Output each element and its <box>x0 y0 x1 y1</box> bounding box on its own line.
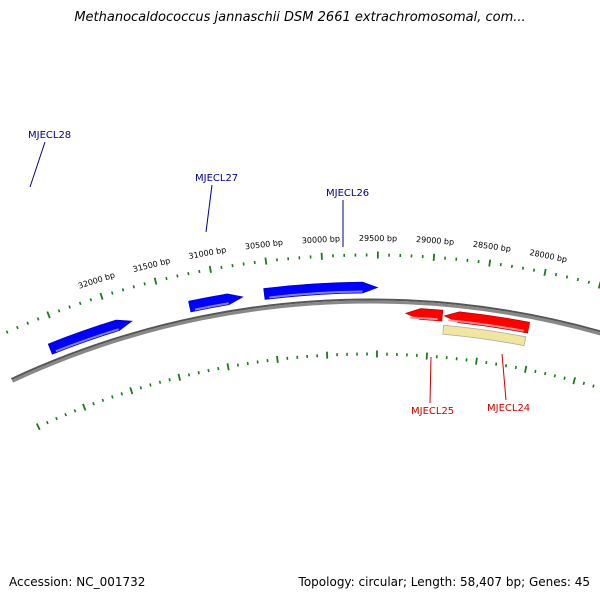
tick-label: 31000 bp <box>188 245 227 261</box>
tick-label: 31500 bp <box>132 256 171 274</box>
major-tick <box>425 352 428 360</box>
gene-highlight <box>194 302 229 311</box>
backbone-ring <box>11 300 600 383</box>
major-tick <box>276 355 279 363</box>
minor-tick <box>553 374 556 378</box>
minor-tick <box>521 266 525 270</box>
minor-tick <box>139 386 143 390</box>
minor-tick <box>36 317 40 321</box>
minor-tick <box>73 409 77 413</box>
minor-tick <box>92 401 95 406</box>
major-tick <box>99 292 104 300</box>
major-tick <box>432 253 436 261</box>
gene-leader-line <box>429 356 432 404</box>
minor-tick <box>16 325 19 330</box>
gene-highlight <box>448 319 524 332</box>
minor-tick <box>111 291 114 295</box>
minor-tick <box>168 378 171 382</box>
genes-layer <box>47 281 531 355</box>
minor-tick <box>563 376 566 380</box>
minor-tick <box>64 412 68 417</box>
tick-label: 32000 bp <box>77 271 116 291</box>
minor-tick <box>532 268 536 272</box>
tick-labels: 32000 bp 31500 bp 31000 bp 30500 bp 30000 bp… <box>77 234 568 291</box>
minor-tick <box>176 274 179 278</box>
gene-highlight <box>55 328 120 353</box>
gene-label-mjecl24[interactable]: MJECL24 <box>487 403 530 414</box>
major-tick <box>129 387 134 395</box>
outer-tick-ring <box>5 251 600 334</box>
minor-tick <box>565 275 569 279</box>
minor-tick <box>5 330 9 334</box>
major-tick <box>177 373 182 381</box>
minor-tick <box>68 305 71 309</box>
minor-tick <box>55 416 58 421</box>
minor-tick <box>592 384 595 388</box>
major-tick <box>524 365 528 374</box>
gene-leader-line <box>205 184 213 233</box>
major-tick <box>153 277 158 285</box>
minor-tick <box>149 383 152 387</box>
tick-label: 29500 bp <box>359 234 397 243</box>
map-title: Methanocaldococcus jannaschii DSM 2661 e… <box>74 10 526 25</box>
backbone-shadow <box>10 298 600 380</box>
minor-tick <box>121 288 125 292</box>
major-tick <box>208 265 212 273</box>
minor-tick <box>576 277 580 282</box>
major-tick <box>226 363 230 371</box>
gene-leader-line <box>29 141 46 188</box>
gene-label-mjecl25[interactable]: MJECL25 <box>411 406 454 417</box>
tick-label: 30500 bp <box>244 238 283 251</box>
major-tick <box>82 403 87 411</box>
minor-tick <box>57 309 61 313</box>
feature-band <box>442 324 527 347</box>
tick-label: 30000 bp <box>302 234 341 245</box>
minor-tick <box>165 276 168 281</box>
major-tick <box>264 257 268 265</box>
tick-label: 29000 bp <box>416 235 455 247</box>
tick-label: 28500 bp <box>472 240 511 254</box>
minor-tick <box>89 298 93 302</box>
minor-tick <box>504 364 508 368</box>
minor-tick <box>197 371 200 375</box>
topology-summary: Topology: circular; Length: 58,407 bp; G… <box>298 575 590 589</box>
minor-tick <box>587 280 590 284</box>
gene-labels-layer: MJECL28 MJECL27 MJECL26 MJECL25 MJECL24 <box>28 130 530 417</box>
gene-label-mjecl27[interactable]: MJECL27 <box>195 173 238 184</box>
gene-label-mjecl28[interactable]: MJECL28 <box>28 130 71 141</box>
minor-tick <box>78 301 82 306</box>
minor-tick <box>187 272 190 276</box>
tick-label: 28000 bp <box>529 248 568 264</box>
minor-tick <box>132 285 135 289</box>
gene-highlight <box>269 290 363 299</box>
minor-tick <box>534 369 537 374</box>
gene-label-mjecl26[interactable]: MJECL26 <box>326 188 369 199</box>
accession-text: Accession: NC_001732 <box>9 575 146 589</box>
minor-tick <box>207 368 210 373</box>
minor-tick <box>111 395 114 399</box>
major-tick <box>46 311 51 319</box>
minor-tick <box>158 380 162 384</box>
minor-tick <box>554 272 558 277</box>
minor-tick <box>187 373 191 377</box>
major-tick <box>475 357 478 365</box>
gene-leader-line <box>501 353 507 401</box>
inner-tick-ring <box>35 350 595 431</box>
minor-tick <box>544 371 547 376</box>
gene-highlight <box>409 316 438 321</box>
major-tick <box>35 423 41 431</box>
minor-tick <box>26 321 30 325</box>
minor-tick <box>582 381 586 385</box>
minor-tick <box>514 365 517 370</box>
minor-tick <box>143 282 146 286</box>
major-tick <box>572 377 576 385</box>
minor-tick <box>198 269 201 274</box>
minor-tick <box>46 420 49 425</box>
major-tick <box>488 259 492 267</box>
major-tick <box>543 268 547 276</box>
minor-tick <box>120 392 124 396</box>
minor-tick <box>101 398 105 402</box>
minor-tick <box>217 367 220 371</box>
